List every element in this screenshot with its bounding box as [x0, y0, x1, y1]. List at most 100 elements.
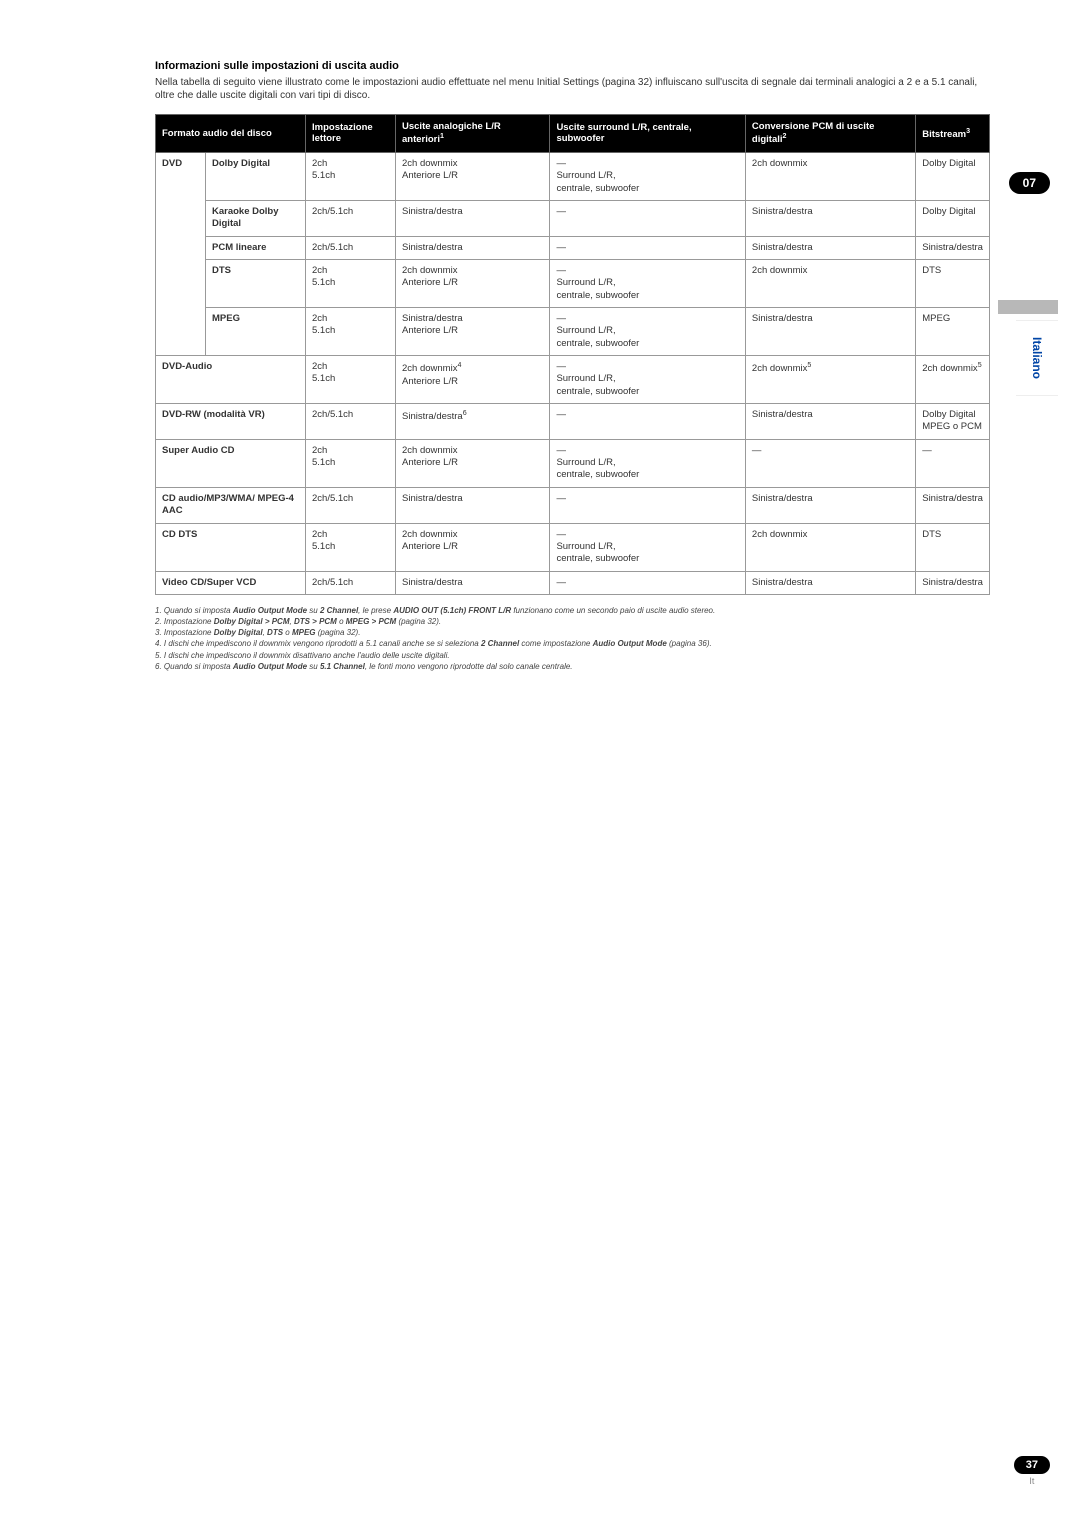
page-lang: It	[1014, 1476, 1050, 1486]
cell: 2ch downmixAnteriore L/R	[396, 152, 550, 200]
cell: Sinistra/destra6	[396, 404, 550, 440]
cell: —Surround L/R,centrale, subwoofer	[550, 308, 745, 356]
cell: Dolby DigitalMPEG o PCM	[916, 404, 990, 440]
intro-text: Nella tabella di seguito viene illustrat…	[155, 76, 990, 102]
page-number-block: 37 It	[1014, 1455, 1050, 1486]
cell: 2ch5.1ch	[306, 356, 396, 404]
cell: Super Audio CD	[156, 439, 306, 487]
cell: Sinistra/destra	[745, 200, 915, 236]
table-row: DVD Dolby Digital 2ch5.1ch 2ch downmixAn…	[156, 152, 990, 200]
cell: 2ch/5.1ch	[306, 236, 396, 259]
cell: —	[550, 571, 745, 594]
cell: CD DTS	[156, 523, 306, 571]
th-impostazione: Impostazione lettore	[306, 115, 396, 153]
page-number: 37	[1014, 1456, 1050, 1474]
cell: Sinistra/destra	[745, 236, 915, 259]
th-pcm: Conversione PCM di uscite digitali2	[745, 115, 915, 153]
cell: Dolby Digital	[916, 152, 990, 200]
cell: DVD-RW (modalità VR)	[156, 404, 306, 440]
cell: —	[550, 200, 745, 236]
audio-output-table: Formato audio del disco Impostazione let…	[155, 114, 990, 595]
cell: —	[916, 439, 990, 487]
th-surround: Uscite surround L/R, centrale, subwoofer	[550, 115, 745, 153]
cell: Dolby Digital	[916, 200, 990, 236]
cell: Sinistra/destra	[745, 571, 915, 594]
cell: Sinistra/destra	[745, 308, 915, 356]
table-row: Karaoke Dolby Digital 2ch/5.1ch Sinistra…	[156, 200, 990, 236]
footnote: 4. I dischi che impediscono il downmix v…	[155, 638, 990, 649]
cell: CD audio/MP3/WMA/ MPEG-4 AAC	[156, 487, 306, 523]
table-row: DVD-RW (modalità VR) 2ch/5.1ch Sinistra/…	[156, 404, 990, 440]
cell: 2ch downmix5	[745, 356, 915, 404]
cell: MPEG	[206, 308, 306, 356]
footnotes: 1. Quando si imposta Audio Output Mode s…	[155, 605, 990, 672]
cell: —Surround L/R,centrale, subwoofer	[550, 260, 745, 308]
cell: —	[550, 487, 745, 523]
cell: 2ch downmix	[745, 260, 915, 308]
cell: —	[550, 404, 745, 440]
cell: DTS	[206, 260, 306, 308]
cell: Video CD/Super VCD	[156, 571, 306, 594]
cell: 2ch5.1ch	[306, 152, 396, 200]
cell: 2ch/5.1ch	[306, 487, 396, 523]
th-formato: Formato audio del disco	[156, 115, 306, 153]
cell: PCM lineare	[206, 236, 306, 259]
cell: —Surround L/R,centrale, subwoofer	[550, 439, 745, 487]
cell: 2ch downmix	[745, 523, 915, 571]
footnote: 2. Impostazione Dolby Digital > PCM, DTS…	[155, 616, 990, 627]
cell: Sinistra/destra	[916, 487, 990, 523]
cell: 2ch5.1ch	[306, 260, 396, 308]
cell: Sinistra/destra	[916, 236, 990, 259]
cell: MPEG	[916, 308, 990, 356]
cell: 2ch5.1ch	[306, 523, 396, 571]
cell: —Surround L/R,centrale, subwoofer	[550, 523, 745, 571]
cell: DTS	[916, 260, 990, 308]
cell: 2ch/5.1ch	[306, 200, 396, 236]
side-tab-shadow	[998, 300, 1058, 314]
cell: Karaoke Dolby Digital	[206, 200, 306, 236]
th-bitstream: Bitstream3	[916, 115, 990, 153]
chapter-badge: 07	[1009, 172, 1050, 194]
cell: 2ch downmixAnteriore L/R	[396, 260, 550, 308]
cell: Sinistra/destra	[916, 571, 990, 594]
cell: 2ch downmix4Anteriore L/R	[396, 356, 550, 404]
cell: 2ch downmixAnteriore L/R	[396, 523, 550, 571]
table-row: DVD-Audio 2ch5.1ch 2ch downmix4Anteriore…	[156, 356, 990, 404]
section-heading: Informazioni sulle impostazioni di uscit…	[155, 60, 990, 72]
table-row: PCM lineare 2ch/5.1ch Sinistra/destra — …	[156, 236, 990, 259]
side-language-label: Italiano	[1000, 337, 1074, 379]
cell: —	[745, 439, 915, 487]
cell: DTS	[916, 523, 990, 571]
cell: Dolby Digital	[206, 152, 306, 200]
cell: Sinistra/destra	[745, 487, 915, 523]
cell: —Surround L/R,centrale, subwoofer	[550, 356, 745, 404]
cell: DVD-Audio	[156, 356, 306, 404]
table-row: Super Audio CD 2ch5.1ch 2ch downmixAnter…	[156, 439, 990, 487]
footnote: 3. Impostazione Dolby Digital, DTS o MPE…	[155, 627, 990, 638]
footnote: 6. Quando si imposta Audio Output Mode s…	[155, 661, 990, 672]
cell: 2ch downmix5	[916, 356, 990, 404]
cell: 2ch5.1ch	[306, 308, 396, 356]
side-language-tab: Italiano	[1016, 320, 1058, 396]
cell: 2ch/5.1ch	[306, 404, 396, 440]
cell: —Surround L/R,centrale, subwoofer	[550, 152, 745, 200]
footnote: 5. I dischi che impediscono il downmix d…	[155, 650, 990, 661]
table-row: CD audio/MP3/WMA/ MPEG-4 AAC 2ch/5.1ch S…	[156, 487, 990, 523]
cell: Sinistra/destra	[745, 404, 915, 440]
table-row: CD DTS 2ch5.1ch 2ch downmixAnteriore L/R…	[156, 523, 990, 571]
table-row: DTS 2ch5.1ch 2ch downmixAnteriore L/R —S…	[156, 260, 990, 308]
cell: 2ch5.1ch	[306, 439, 396, 487]
cell: Sinistra/destraAnteriore L/R	[396, 308, 550, 356]
cell: Sinistra/destra	[396, 571, 550, 594]
footnote: 1. Quando si imposta Audio Output Mode s…	[155, 605, 990, 616]
cell: 2ch downmixAnteriore L/R	[396, 439, 550, 487]
cell: Sinistra/destra	[396, 487, 550, 523]
cell: Sinistra/destra	[396, 236, 550, 259]
table-row: MPEG 2ch5.1ch Sinistra/destraAnteriore L…	[156, 308, 990, 356]
cell: 2ch/5.1ch	[306, 571, 396, 594]
th-analogiche: Uscite analogiche L/R anteriori1	[396, 115, 550, 153]
cell: 2ch downmix	[745, 152, 915, 200]
cell: Sinistra/destra	[396, 200, 550, 236]
cell-dvd: DVD	[156, 152, 206, 355]
cell: —	[550, 236, 745, 259]
